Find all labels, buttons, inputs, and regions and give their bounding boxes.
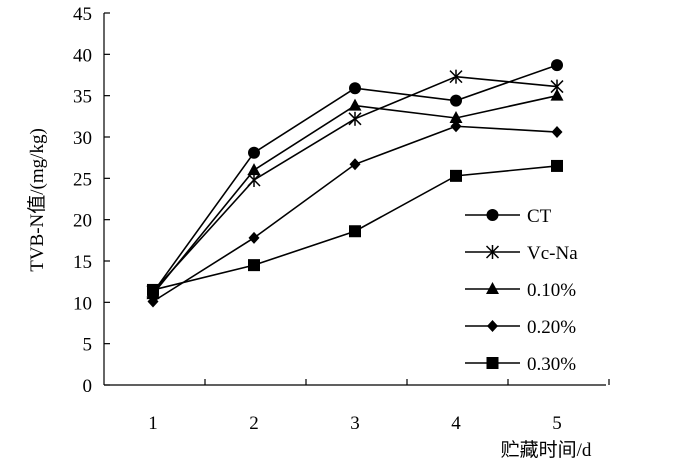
legend-label: CT — [527, 206, 552, 227]
data-point — [551, 59, 563, 72]
x-axis-title: 贮藏时间/d — [501, 439, 592, 461]
data-point — [450, 94, 462, 107]
data-point — [349, 82, 361, 95]
data-point — [248, 146, 260, 159]
data-point — [348, 98, 362, 111]
y-tick-label: 15 — [73, 252, 92, 273]
legend-item: 0.30% — [465, 354, 576, 375]
y-tick-label: 45 — [73, 4, 92, 25]
data-point — [349, 225, 361, 238]
legend-marker — [486, 357, 499, 369]
data-point — [147, 295, 159, 308]
data-point — [348, 111, 362, 126]
y-tick-label: 10 — [73, 293, 92, 314]
data-point — [551, 126, 563, 139]
data-point — [450, 120, 462, 133]
data-point — [248, 259, 260, 272]
legend-marker — [485, 245, 500, 259]
x-tick-label: 1 — [148, 413, 158, 434]
legend-label: 0.30% — [527, 354, 576, 375]
y-tick-label: 20 — [73, 211, 92, 232]
series-layer — [146, 59, 564, 308]
legend-label: 0.10% — [527, 280, 576, 301]
y-tick-label: 40 — [73, 45, 92, 66]
data-point — [449, 110, 463, 123]
data-point — [449, 69, 463, 84]
y-axis-title: TVB-N值/(mg/kg) — [26, 128, 48, 272]
y-tick-label: 35 — [73, 87, 92, 108]
series-010 — [146, 88, 564, 300]
legend-marker — [486, 209, 499, 221]
data-point — [551, 159, 563, 172]
series-030 — [147, 159, 563, 296]
data-point — [450, 169, 462, 182]
legend: CT Vc-Na 0.10% 0.20% 0.30% — [465, 206, 578, 375]
legend-item: CT — [465, 206, 552, 227]
series-020 — [147, 120, 563, 308]
data-point — [550, 88, 564, 101]
y-tick-label: 0 — [83, 376, 93, 397]
x-tick-label: 4 — [451, 413, 461, 434]
legend-marker — [486, 282, 499, 294]
series-ct — [147, 59, 563, 299]
legend-label: Vc-Na — [527, 243, 578, 264]
y-tick-label: 5 — [83, 335, 93, 356]
x-tick-label: 3 — [350, 413, 360, 434]
x-axis-ticks: 1 2 3 4 5 — [148, 379, 610, 434]
x-tick-label: 5 — [552, 413, 562, 434]
data-point — [147, 283, 159, 296]
data-point — [248, 231, 260, 244]
legend-item: 0.10% — [465, 280, 576, 301]
legend-item: Vc-Na — [465, 243, 578, 264]
y-axis-ticks: 0 5 10 15 20 25 30 35 40 45 — [73, 4, 110, 397]
legend-label: 0.20% — [527, 317, 576, 338]
legend-item: 0.20% — [465, 317, 576, 338]
legend-marker — [487, 320, 498, 332]
data-point — [349, 158, 361, 171]
x-tick-label: 2 — [249, 413, 259, 434]
data-point — [247, 163, 261, 176]
y-tick-label: 25 — [73, 169, 92, 190]
y-tick-label: 30 — [73, 128, 92, 149]
